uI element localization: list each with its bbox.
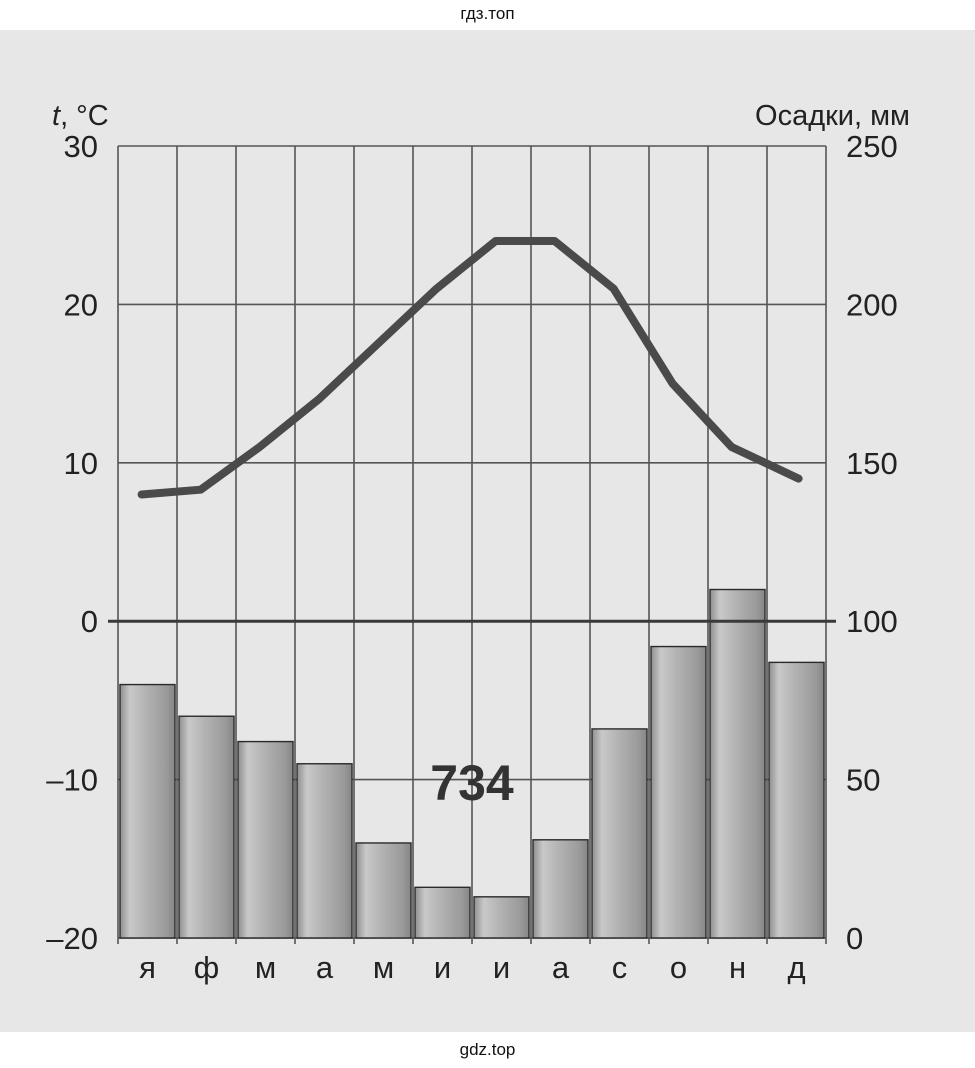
right-tick-label-0: 250 bbox=[846, 129, 898, 164]
left-tick-label-0: 30 bbox=[64, 129, 98, 164]
right-tick-label-1: 200 bbox=[846, 287, 898, 322]
precip-bar-11 bbox=[768, 661, 825, 939]
watermark-top: гдз.топ bbox=[460, 4, 515, 23]
grid-lines bbox=[117, 145, 827, 944]
right-tick-label-2: 150 bbox=[846, 446, 898, 481]
month-tick-label-8: с bbox=[612, 950, 628, 985]
left-tick-label-1: 20 bbox=[64, 287, 98, 322]
precip-bar-0 bbox=[119, 683, 176, 939]
left-tick-label-4: –10 bbox=[46, 763, 98, 798]
month-tick-label-6: и bbox=[493, 950, 510, 985]
temperature-line bbox=[137, 237, 803, 499]
precip-bar-10 bbox=[709, 588, 766, 939]
right-axis-title: Осадки, мм bbox=[755, 100, 910, 132]
annual-precipitation-annotation: 734 bbox=[430, 755, 514, 811]
month-tick-label-9: о bbox=[670, 950, 687, 985]
right-tick-label-4: 50 bbox=[846, 763, 880, 798]
precip-bar-7 bbox=[532, 839, 589, 939]
temperature-line-group bbox=[137, 237, 803, 499]
right-tick-label-5: 0 bbox=[846, 921, 863, 956]
month-tick-label-2: м bbox=[255, 950, 276, 985]
precip-bar-8 bbox=[591, 728, 648, 939]
left-tick-labels: 30 20 10 0 –10 –20 bbox=[46, 129, 98, 956]
month-tick-label-1: ф bbox=[194, 950, 220, 985]
left-tick-label-5: –20 bbox=[46, 921, 98, 956]
month-tick-label-5: и bbox=[434, 950, 451, 985]
left-axis-title: t, °C bbox=[52, 100, 109, 132]
month-tick-label-3: а bbox=[316, 950, 334, 985]
month-tick-label-4: м bbox=[373, 950, 394, 985]
month-tick-label-7: а bbox=[552, 950, 570, 985]
precipitation-bars bbox=[119, 588, 825, 939]
left-tick-label-3: 0 bbox=[81, 604, 98, 639]
precip-bar-1 bbox=[178, 715, 235, 939]
axis-labels: t, °C Осадки, мм 734 bbox=[52, 100, 910, 811]
left-axis-title-var: t bbox=[52, 100, 62, 132]
left-tick-label-2: 10 bbox=[64, 446, 98, 481]
left-axis-title-unit: , °C bbox=[60, 100, 109, 132]
right-tick-label-3: 100 bbox=[846, 604, 898, 639]
precip-bar-5 bbox=[414, 886, 471, 939]
month-tick-label-11: д bbox=[787, 950, 805, 985]
month-tick-label-10: н bbox=[729, 950, 746, 985]
watermark-bottom: gdz.top bbox=[459, 1040, 516, 1059]
month-tick-label-0: я bbox=[139, 950, 156, 985]
precip-bar-2 bbox=[237, 740, 294, 939]
right-tick-labels: 250 200 150 100 50 0 bbox=[846, 129, 898, 956]
precip-bar-9 bbox=[650, 645, 707, 939]
precip-bar-6 bbox=[473, 896, 530, 939]
precip-bar-3 bbox=[296, 763, 353, 939]
precip-bar-4 bbox=[355, 842, 412, 939]
